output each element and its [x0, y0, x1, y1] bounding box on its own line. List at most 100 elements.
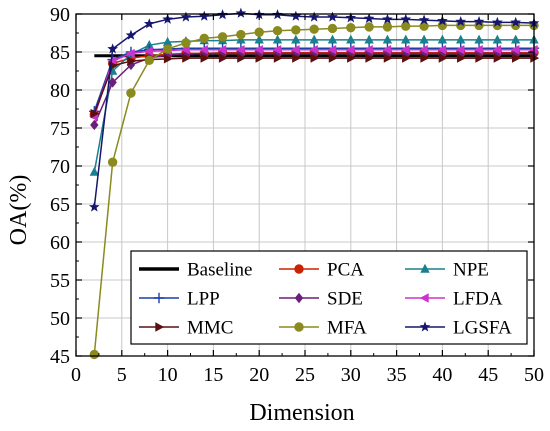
x-tick-label: 45 — [478, 364, 498, 386]
data-point — [180, 11, 192, 22]
data-point — [272, 45, 282, 55]
data-point — [510, 34, 521, 44]
y-tick-label: 50 — [50, 308, 70, 330]
data-point — [456, 34, 466, 44]
data-point — [292, 53, 302, 63]
data-point — [236, 29, 246, 40]
data-point — [89, 349, 100, 360]
legend-label: Baseline — [187, 260, 252, 281]
data-point — [143, 18, 155, 29]
data-point — [402, 53, 411, 63]
series-mmc — [90, 53, 540, 119]
data-point — [382, 22, 393, 32]
data-point — [346, 34, 356, 44]
legend-label: LPP — [187, 289, 220, 310]
data-point — [419, 34, 429, 44]
data-point — [254, 34, 264, 44]
data-point — [125, 29, 137, 40]
data-point — [418, 45, 428, 55]
data-point — [89, 166, 100, 176]
data-point — [198, 10, 210, 21]
data-point — [455, 16, 467, 27]
legend-box — [130, 250, 528, 345]
legend-item-pca: PCA — [279, 260, 364, 281]
data-point — [437, 15, 448, 26]
data-point — [162, 36, 173, 46]
data-point — [235, 45, 245, 55]
data-point — [474, 34, 484, 44]
data-point — [162, 44, 173, 54]
data-point — [345, 45, 355, 55]
data-point — [347, 53, 356, 63]
data-point — [272, 26, 283, 36]
series-line — [93, 57, 534, 114]
data-point — [126, 88, 136, 98]
series-line — [93, 52, 534, 126]
data-point — [254, 45, 263, 55]
data-point — [530, 53, 540, 63]
data-point — [254, 27, 264, 37]
data-point — [328, 53, 338, 63]
legend-label: PCA — [327, 260, 364, 281]
x-tick-label: 20 — [249, 364, 269, 386]
data-point — [218, 48, 227, 59]
data-point — [273, 53, 283, 63]
x-tick-label: 30 — [341, 364, 361, 386]
y-tick-label: 75 — [50, 118, 70, 140]
data-point — [294, 264, 304, 274]
data-point — [180, 45, 190, 55]
data-point — [308, 45, 318, 55]
data-point — [400, 13, 412, 24]
data-point — [327, 34, 338, 44]
data-point — [90, 108, 100, 119]
x-tick-label: 50 — [524, 364, 544, 386]
legend-label: SDE — [327, 289, 363, 310]
data-point — [327, 23, 338, 34]
y-tick-label: 70 — [50, 156, 70, 178]
legend-label: MFA — [327, 318, 367, 339]
data-point — [510, 45, 520, 55]
x-tick-label: 25 — [295, 364, 315, 386]
y-tick-label: 65 — [50, 194, 70, 216]
x-tick-label: 10 — [158, 364, 178, 386]
data-point — [182, 53, 192, 63]
data-point — [365, 53, 375, 63]
legend-item-lfda: LFDA — [405, 289, 503, 310]
legend-label: NPE — [453, 260, 489, 281]
legend-item-baseline: Baseline — [139, 260, 252, 281]
series-line — [93, 52, 534, 115]
data-point — [456, 48, 465, 59]
y-tick-label: 85 — [50, 42, 70, 64]
data-point — [127, 56, 137, 66]
data-point — [108, 77, 117, 88]
data-point — [163, 54, 173, 64]
data-point — [107, 157, 118, 167]
data-point — [199, 45, 208, 55]
data-point — [475, 53, 485, 63]
data-point — [217, 32, 228, 42]
data-point — [90, 119, 99, 131]
legend-item-lgsfa: LGSFA — [405, 318, 512, 339]
data-point — [272, 34, 283, 44]
data-point — [200, 53, 210, 63]
data-point — [492, 45, 502, 55]
data-point — [308, 11, 320, 22]
data-point — [511, 53, 521, 63]
data-point — [294, 322, 304, 332]
data-point — [291, 25, 301, 35]
data-point — [382, 34, 393, 44]
x-tick-label: 15 — [203, 364, 223, 386]
data-point — [383, 53, 393, 63]
data-point — [309, 24, 319, 34]
data-point — [181, 38, 191, 48]
data-point — [88, 201, 100, 212]
legend-item-npe: NPE — [405, 260, 489, 281]
data-point — [492, 16, 503, 27]
data-point — [291, 34, 301, 44]
data-point — [107, 43, 118, 54]
legend-item-lpp: LPP — [139, 289, 220, 310]
data-point — [400, 45, 410, 55]
legend-label: LFDA — [453, 289, 503, 310]
data-point — [294, 292, 304, 304]
legend-item-mmc: MMC — [139, 318, 233, 339]
